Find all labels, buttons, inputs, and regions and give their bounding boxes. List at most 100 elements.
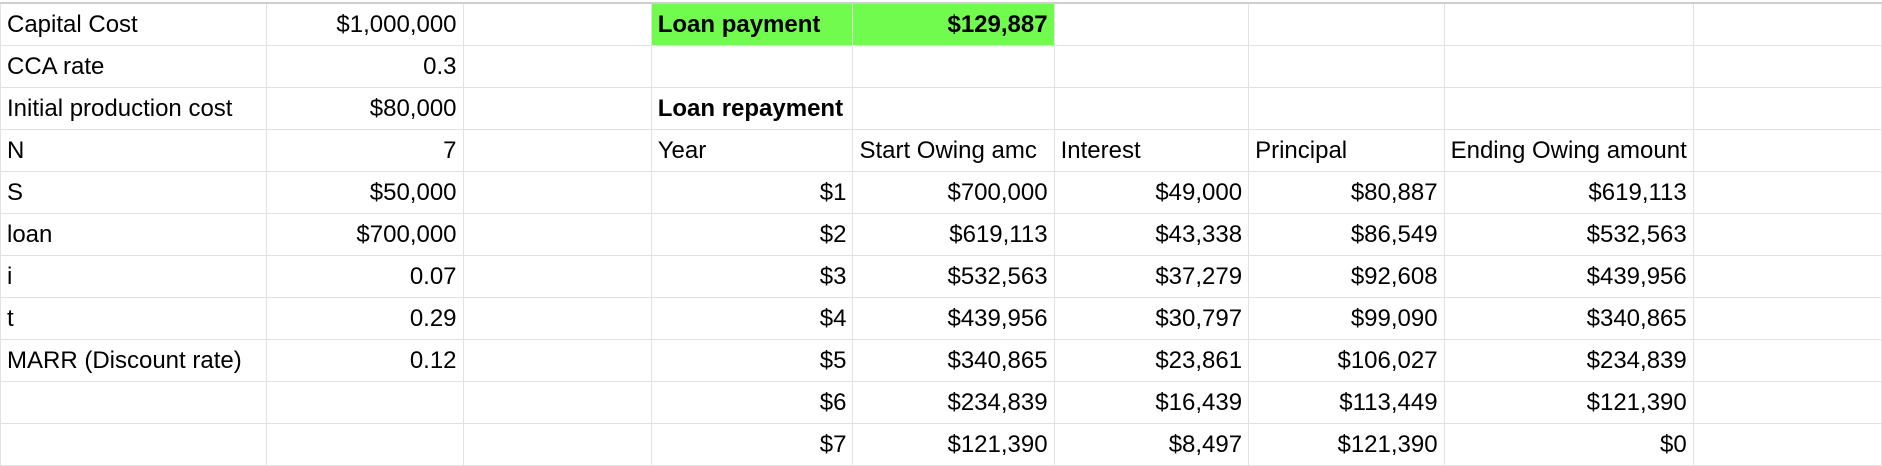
param-value-cca-rate[interactable]: 0.3 — [265, 45, 464, 88]
param-value-loan[interactable]: $700,000 — [265, 213, 464, 256]
param-label-loan[interactable]: loan — [0, 213, 267, 256]
empty-cell[interactable] — [1443, 87, 1694, 130]
repayment-year[interactable]: $4 — [650, 297, 854, 340]
repayment-principal[interactable]: $92,608 — [1248, 255, 1445, 298]
param-label-initial-production-cost[interactable]: Initial production cost — [0, 87, 267, 130]
empty-cell[interactable] — [462, 213, 652, 256]
repayment-year[interactable]: $3 — [650, 255, 854, 298]
repayment-principal[interactable]: $80,887 — [1248, 171, 1445, 214]
repayment-principal[interactable]: $86,549 — [1248, 213, 1445, 256]
empty-cell[interactable] — [1053, 87, 1250, 130]
empty-cell[interactable] — [1692, 87, 1882, 130]
repayment-interest[interactable]: $49,000 — [1053, 171, 1250, 214]
header-start-owing[interactable]: Start Owing amc — [852, 129, 1055, 172]
repayment-interest[interactable]: $43,338 — [1053, 213, 1250, 256]
repayment-ending-owing[interactable]: $234,839 — [1443, 339, 1694, 382]
repayment-ending-owing[interactable]: $121,390 — [1443, 381, 1694, 424]
empty-cell[interactable] — [462, 255, 652, 298]
repayment-ending-owing[interactable]: $619,113 — [1443, 171, 1694, 214]
empty-cell[interactable] — [1692, 423, 1882, 466]
empty-cell[interactable] — [852, 45, 1055, 88]
repayment-start-owing[interactable]: $532,563 — [852, 255, 1055, 298]
param-value-s[interactable]: $50,000 — [265, 171, 464, 214]
param-value-i[interactable]: 0.07 — [265, 255, 464, 298]
repayment-ending-owing[interactable]: $0 — [1443, 423, 1694, 466]
repayment-start-owing[interactable]: $619,113 — [852, 213, 1055, 256]
empty-cell[interactable] — [1692, 45, 1882, 88]
param-label-n[interactable]: N — [0, 129, 267, 172]
repayment-start-owing[interactable]: $121,390 — [852, 423, 1055, 466]
empty-cell[interactable] — [1248, 45, 1445, 88]
repayment-principal[interactable]: $121,390 — [1248, 423, 1445, 466]
empty-cell[interactable] — [852, 87, 1055, 130]
empty-cell[interactable] — [462, 171, 652, 214]
repayment-principal[interactable]: $106,027 — [1248, 339, 1445, 382]
empty-cell[interactable] — [462, 381, 652, 424]
repayment-principal[interactable]: $113,449 — [1248, 381, 1445, 424]
param-value-initial-production-cost[interactable]: $80,000 — [265, 87, 464, 130]
param-label-i[interactable]: i — [0, 255, 267, 298]
empty-cell[interactable] — [0, 423, 267, 466]
empty-cell[interactable] — [462, 2, 652, 46]
empty-cell[interactable] — [1248, 87, 1445, 130]
repayment-ending-owing[interactable]: $439,956 — [1443, 255, 1694, 298]
param-label-s[interactable]: S — [0, 171, 267, 214]
header-principal[interactable]: Principal — [1248, 129, 1445, 172]
empty-cell[interactable] — [1692, 339, 1882, 382]
repayment-start-owing[interactable]: $234,839 — [852, 381, 1055, 424]
repayment-year[interactable]: $6 — [650, 381, 854, 424]
empty-cell[interactable] — [1443, 45, 1694, 88]
empty-cell[interactable] — [265, 381, 464, 424]
empty-cell[interactable] — [462, 45, 652, 88]
repayment-year[interactable]: $1 — [650, 171, 854, 214]
empty-cell[interactable] — [462, 129, 652, 172]
repayment-interest[interactable]: $37,279 — [1053, 255, 1250, 298]
empty-cell[interactable] — [1443, 2, 1694, 46]
empty-cell[interactable] — [265, 423, 464, 466]
empty-cell[interactable] — [650, 45, 854, 88]
repayment-start-owing[interactable]: $700,000 — [852, 171, 1055, 214]
param-label-cca-rate[interactable]: CCA rate — [0, 45, 267, 88]
repayment-interest[interactable]: $23,861 — [1053, 339, 1250, 382]
repayment-year[interactable]: $5 — [650, 339, 854, 382]
empty-cell[interactable] — [1692, 171, 1882, 214]
param-value-n[interactable]: 7 — [265, 129, 464, 172]
empty-cell[interactable] — [1692, 381, 1882, 424]
header-year[interactable]: Year — [650, 129, 854, 172]
repayment-start-owing[interactable]: $439,956 — [852, 297, 1055, 340]
repayment-interest[interactable]: $30,797 — [1053, 297, 1250, 340]
empty-cell[interactable] — [462, 297, 652, 340]
empty-cell[interactable] — [1692, 129, 1882, 172]
empty-cell[interactable] — [1692, 213, 1882, 256]
repayment-ending-owing[interactable]: $532,563 — [1443, 213, 1694, 256]
empty-cell[interactable] — [462, 87, 652, 130]
empty-cell[interactable] — [1248, 2, 1445, 46]
loan-payment-value[interactable]: $129,887 — [852, 2, 1055, 46]
param-value-capital-cost[interactable]: $1,000,000 — [265, 2, 464, 46]
repayment-year[interactable]: $2 — [650, 213, 854, 256]
repayment-principal[interactable]: $99,090 — [1248, 297, 1445, 340]
repayment-ending-owing[interactable]: $340,865 — [1443, 297, 1694, 340]
repayment-year[interactable]: $7 — [650, 423, 854, 466]
empty-cell[interactable] — [462, 423, 652, 466]
empty-cell[interactable] — [1053, 2, 1250, 46]
empty-cell[interactable] — [1053, 45, 1250, 88]
empty-cell[interactable] — [1692, 255, 1882, 298]
param-value-marr[interactable]: 0.12 — [265, 339, 464, 382]
loan-payment-label[interactable]: Loan payment — [650, 2, 854, 46]
header-interest[interactable]: Interest — [1053, 129, 1250, 172]
repayment-interest[interactable]: $8,497 — [1053, 423, 1250, 466]
empty-cell[interactable] — [462, 339, 652, 382]
param-label-marr[interactable]: MARR (Discount rate) — [0, 339, 267, 382]
param-label-capital-cost[interactable]: Capital Cost — [0, 2, 267, 46]
empty-cell[interactable] — [1692, 2, 1882, 46]
empty-cell[interactable] — [0, 381, 267, 424]
loan-repayment-title[interactable]: Loan repayment — [650, 87, 854, 130]
header-ending-owing[interactable]: Ending Owing amount — [1443, 129, 1694, 172]
repayment-start-owing[interactable]: $340,865 — [852, 339, 1055, 382]
sheet-row: MARR (Discount rate) 0.12 $5 $340,865 $2… — [0, 339, 1882, 382]
param-label-t[interactable]: t — [0, 297, 267, 340]
param-value-t[interactable]: 0.29 — [265, 297, 464, 340]
empty-cell[interactable] — [1692, 297, 1882, 340]
repayment-interest[interactable]: $16,439 — [1053, 381, 1250, 424]
